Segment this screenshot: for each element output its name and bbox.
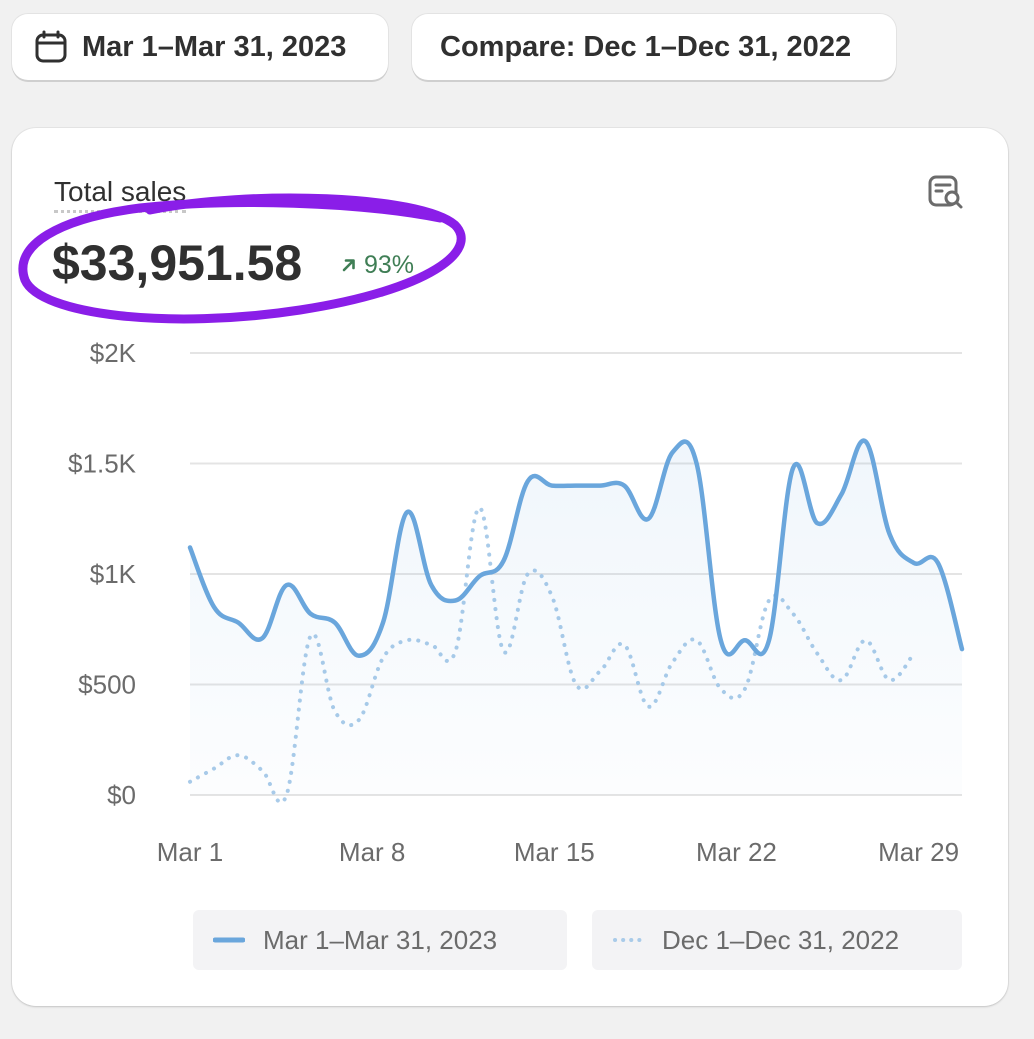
legend-swatch-solid — [213, 937, 245, 943]
metric-value: $33,951.58 — [52, 235, 303, 291]
total-sales-card: $0 $500 $1K $1.5K $2K Mar 1 Mar 8 Mar 15 Mar 22 M… — [12, 128, 1008, 1006]
x-tick-label: Mar 15 — [514, 837, 595, 867]
compare-label: Compare: Dec 1–Dec 31, 2022 — [440, 30, 852, 63]
calendar-icon — [35, 30, 67, 63]
y-tick-label: $500 — [78, 670, 136, 700]
metric-title[interactable]: Total sales — [54, 176, 187, 213]
explore-data-icon[interactable] — [926, 172, 966, 212]
arrow-up-right-icon — [342, 259, 355, 272]
x-tick-label: Mar 22 — [696, 837, 777, 867]
date-range-button[interactable]: Mar 1–Mar 31, 2023 — [12, 14, 388, 80]
sales-line-chart: $0 $500 $1K $1.5K $2K Mar 1 Mar 8 Mar 15 Mar 22 M… — [68, 338, 965, 867]
legend-swatch-dotted — [613, 938, 644, 942]
legend-item-current[interactable]: Mar 1–Mar 31, 2023 — [193, 910, 567, 970]
y-tick-label: $1K — [90, 559, 137, 589]
x-tick-label: Mar 1 — [157, 837, 223, 867]
legend-label-previous: Dec 1–Dec 31, 2022 — [662, 924, 900, 955]
y-tick-label: $0 — [107, 780, 136, 810]
metric-change-value: 93% — [364, 251, 415, 279]
x-tick-label: Mar 29 — [878, 837, 959, 867]
x-tick-label: Mar 8 — [339, 837, 405, 867]
legend-label-current: Mar 1–Mar 31, 2023 — [263, 924, 498, 955]
series-line-current — [187, 438, 965, 659]
metric-change-badge: 93% — [338, 250, 414, 280]
series-area-current — [190, 440, 962, 795]
date-range-label: Mar 1–Mar 31, 2023 — [82, 30, 347, 63]
legend-item-previous[interactable]: Dec 1–Dec 31, 2022 — [592, 910, 962, 970]
compare-button[interactable]: Compare: Dec 1–Dec 31, 2022 — [412, 14, 896, 80]
y-tick-label: $2K — [90, 338, 137, 368]
y-tick-label: $1.5K — [68, 449, 137, 479]
